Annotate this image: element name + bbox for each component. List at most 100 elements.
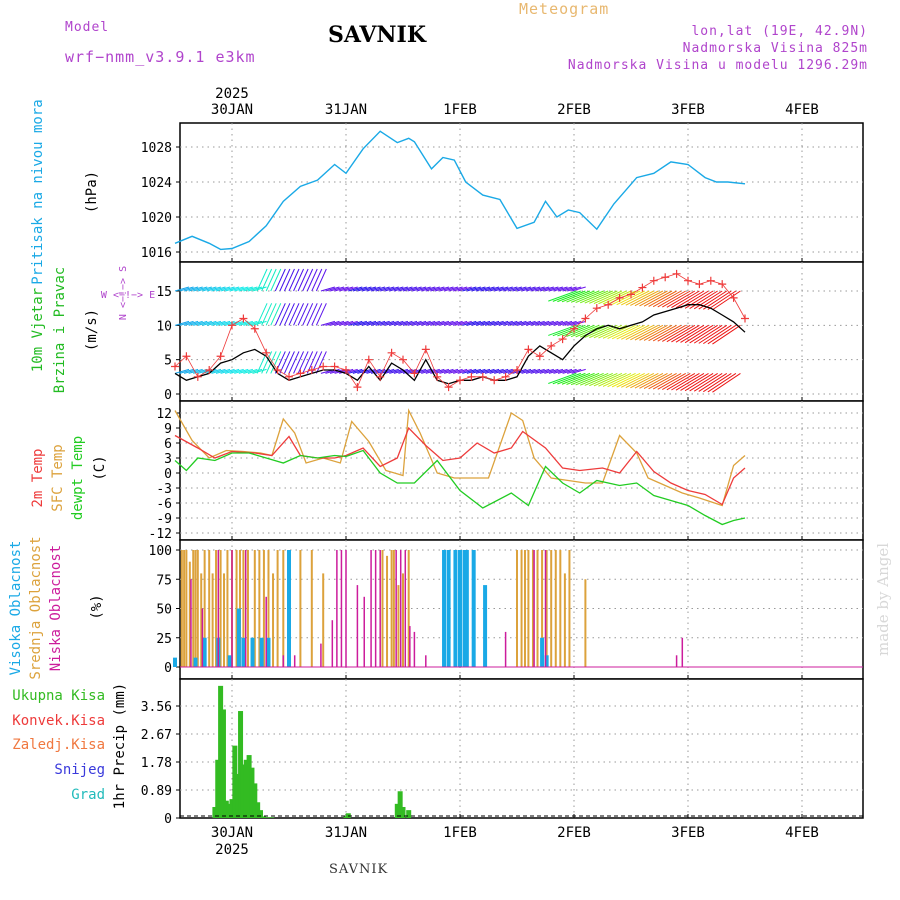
wind-barb — [562, 320, 577, 326]
low-cloud-bar — [409, 626, 411, 667]
low-cloud-bar — [340, 550, 343, 667]
wind-barb — [544, 286, 559, 292]
wind-barb — [544, 368, 559, 374]
wind-barb — [462, 286, 477, 292]
wind-barb — [561, 372, 591, 385]
temperature-ytick-label: 6 — [164, 437, 172, 452]
wind-barb — [689, 324, 718, 344]
wind-barb — [703, 324, 732, 345]
wind-barb — [457, 286, 472, 292]
wind-barb — [179, 368, 194, 374]
wind-barb — [584, 290, 613, 304]
wind-barb — [229, 368, 244, 374]
wind-gust-line — [174, 273, 746, 388]
wind-barb — [616, 324, 645, 340]
wind-barb — [652, 290, 682, 308]
wind-barb — [530, 368, 545, 374]
wind-barb — [297, 303, 309, 326]
wind-barb — [288, 351, 300, 374]
wind-barb — [539, 286, 554, 292]
wind-barb — [544, 320, 559, 326]
wind-barb — [634, 324, 664, 341]
mid-cloud-bar — [262, 550, 265, 667]
wind-barb — [380, 320, 395, 326]
wind-barb — [302, 303, 314, 326]
precip-bar — [226, 803, 232, 818]
mid-cloud-bar — [219, 550, 222, 667]
temperature-ytick-label: -9 — [156, 512, 172, 527]
wind-barb — [698, 372, 728, 392]
wind-barb — [348, 286, 363, 292]
precip-bar — [255, 802, 261, 818]
wind-barb — [247, 368, 263, 374]
temp-2m-label: 2m Temp — [30, 448, 46, 507]
wind-barb — [621, 290, 650, 306]
precip-bar — [397, 791, 403, 818]
wind-barb — [516, 320, 532, 326]
wind-barb — [553, 368, 568, 374]
wind-barb — [525, 286, 541, 292]
mid-cloud-bar — [223, 573, 226, 667]
high-cloud-bar — [236, 608, 241, 667]
wind-barb — [498, 320, 513, 326]
mid-cloud-bar — [235, 550, 238, 667]
bottom-date-label: 30JAN — [211, 825, 253, 841]
wind-barb — [389, 368, 404, 374]
wind-barb — [421, 286, 436, 292]
model-label: Model — [65, 20, 110, 35]
wind-barb — [411, 286, 427, 292]
wind-barb — [339, 286, 354, 292]
wind-barb — [179, 286, 194, 292]
wind-barb — [402, 320, 418, 326]
wind-barb — [525, 320, 541, 326]
low-cloud-bar — [399, 550, 402, 667]
wind-barb — [475, 320, 491, 326]
wind-barb — [315, 351, 327, 374]
wind-barb — [570, 290, 600, 303]
wind-barb — [475, 368, 491, 374]
wind-barb — [589, 324, 618, 339]
wind-barb — [234, 368, 249, 374]
wind-barb — [625, 324, 655, 340]
wind-barb — [566, 290, 595, 303]
mid-cloud-bar — [584, 579, 587, 667]
wind-barb — [684, 324, 714, 344]
wind-barb — [202, 320, 217, 326]
wind-barb — [421, 320, 436, 326]
wind-barb — [430, 320, 445, 326]
mid-cloud-bar — [192, 550, 195, 667]
wind-barb — [484, 286, 500, 292]
wind-barb — [557, 372, 586, 385]
wind-barb — [202, 286, 217, 292]
wind-barb — [671, 290, 700, 309]
wind-barb — [206, 286, 222, 292]
wind-barb — [639, 372, 668, 389]
wind-barb — [557, 290, 586, 303]
wind-barb — [494, 286, 509, 292]
wind-barb — [567, 320, 582, 326]
wind-barb — [480, 286, 495, 292]
wind-ytick-label: 0 — [164, 388, 172, 403]
wind-barb — [302, 268, 314, 292]
temperature-ytick-label: 0 — [164, 467, 172, 482]
high-cloud-bar — [227, 655, 232, 667]
wind-barb — [366, 320, 381, 326]
wind-barb — [462, 368, 477, 374]
temperature-ytick-label: 9 — [164, 422, 172, 437]
wind-barb — [366, 286, 381, 292]
wind-barb — [457, 320, 472, 326]
wind-barb — [293, 303, 305, 326]
wind-barb — [525, 368, 541, 374]
wind-barb — [179, 320, 194, 326]
wind-barb — [247, 286, 263, 292]
wind-barb — [434, 320, 450, 326]
high-cloud-bar — [464, 550, 469, 667]
wind-barb — [411, 320, 427, 326]
wind-barb — [416, 286, 431, 292]
wind-barb — [220, 286, 235, 292]
top-date-label: 31JAN — [325, 102, 367, 118]
mid-cloud-bar — [545, 550, 548, 667]
wind-ytick-label: 10 — [156, 319, 172, 334]
wind-barb — [666, 290, 696, 308]
wind-barb — [274, 303, 286, 326]
